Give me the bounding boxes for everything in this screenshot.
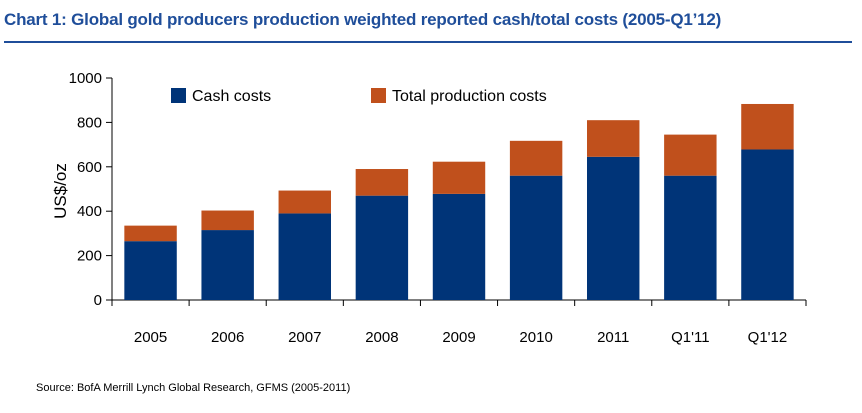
x-tick-label: 2009 xyxy=(442,329,475,346)
legend-swatch-total-production-costs xyxy=(371,88,386,103)
bar-cash-costs-q111 xyxy=(664,175,717,300)
legend-label-cash-costs: Cash costs xyxy=(192,88,271,105)
y-tick-label: 0 xyxy=(94,292,102,309)
bar-total-production-costs-2009 xyxy=(432,161,486,194)
y-tick-label: 1000 xyxy=(69,70,102,87)
x-tick-label: 2010 xyxy=(519,329,552,346)
x-tick-label: Q1'11 xyxy=(671,329,709,346)
legend: Cash costs Total production costs xyxy=(171,88,547,105)
x-tick-label: 2008 xyxy=(365,329,398,346)
x-tick-label: 2011 xyxy=(597,329,629,346)
bar-cash-costs-2010 xyxy=(509,175,563,300)
bar-total-production-costs-2005 xyxy=(124,225,177,242)
bar-total-production-costs-2007 xyxy=(278,190,331,214)
y-tick-label: 200 xyxy=(77,248,102,265)
x-tick-label: 2005 xyxy=(134,329,167,346)
source-note: Source: BofA Merrill Lynch Global Resear… xyxy=(36,382,351,394)
bar-total-production-costs-2011 xyxy=(587,120,640,157)
bar-total-production-costs-2006 xyxy=(201,210,254,231)
bar-cash-costs-2006 xyxy=(201,230,254,300)
bar-cash-costs-2005 xyxy=(124,241,177,300)
x-axis: 2005 2006 2007 2008 2009 2010 2011 Q1'11 Q1'12 xyxy=(111,299,807,346)
bar-total-production-costs-2008 xyxy=(355,169,409,196)
bar-cash-costs-2007 xyxy=(278,213,331,300)
x-tick-label: 2007 xyxy=(288,329,321,346)
bar-cash-costs-2008 xyxy=(355,195,409,300)
y-axis: 0 200 400 600 800 1000 xyxy=(69,70,113,309)
bar-total-production-costs-q111 xyxy=(664,134,717,176)
x-tick-label: 2006 xyxy=(211,329,244,346)
bar-cash-costs-2009 xyxy=(432,193,486,300)
bar-total-production-costs-2010 xyxy=(509,140,563,176)
chart-title: Chart 1: Global gold producers productio… xyxy=(4,10,722,29)
bar-cash-costs-2011 xyxy=(587,156,640,300)
y-tick-label: 600 xyxy=(77,159,102,176)
bar-total-production-costs-q112 xyxy=(741,103,794,150)
x-tick-label: Q1'12 xyxy=(748,329,788,346)
title-divider xyxy=(4,41,852,43)
y-tick-label: 400 xyxy=(77,203,102,220)
y-axis-title: US$/oz xyxy=(51,163,70,219)
bar-cash-costs-q112 xyxy=(741,149,794,300)
legend-swatch-cash-costs xyxy=(171,88,186,103)
bars-group xyxy=(124,103,794,300)
y-tick-label: 800 xyxy=(77,114,102,131)
legend-label-total-production-costs: Total production costs xyxy=(392,88,547,105)
